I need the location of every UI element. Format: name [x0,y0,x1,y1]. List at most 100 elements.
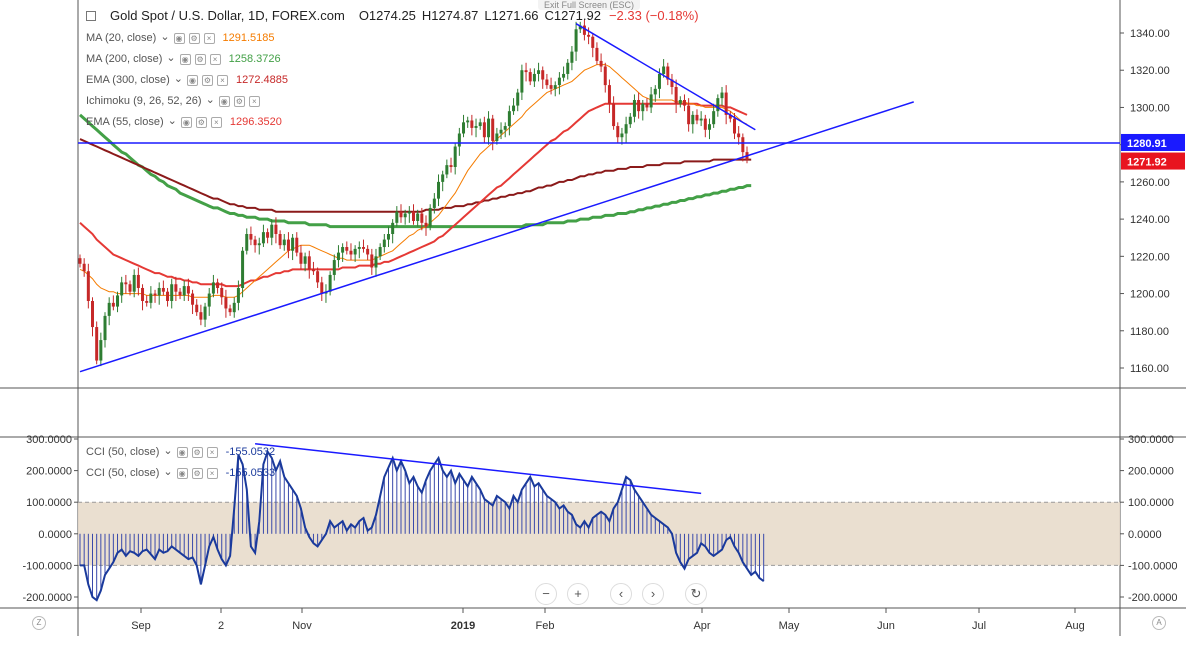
candle-body [524,70,528,73]
timezone-icon[interactable]: Z [32,616,46,630]
candle-body [303,256,307,264]
eye-icon[interactable]: ◉ [176,446,188,458]
candle-body [191,293,195,305]
candle-body [612,103,616,127]
candle-body [99,340,103,361]
chevron-down-icon[interactable]: ⌄ [173,72,183,85]
main-legend-value: 1258.3726 [228,53,281,65]
eye-icon[interactable]: ◉ [173,32,185,44]
x-tick-label: 2 [218,620,224,632]
candle-body [407,211,411,214]
symbol-title[interactable]: Gold Spot / U.S. Dollar, 1D, FOREX.com [110,8,345,23]
cci-tick-label: -200.0000 [1128,592,1178,604]
cci-tick-label: 0.0000 [1128,529,1162,541]
candle-body [228,308,232,313]
x-tick-label: Jul [972,620,986,632]
candle-body [491,118,495,141]
main-legend-row[interactable]: MA (20, close) ⌄ ◉ ⚙ × 1291.5185 [86,30,275,45]
candle-body [657,73,661,89]
close-icon[interactable]: × [248,95,260,107]
close-icon[interactable]: × [203,32,215,44]
candle-body [103,315,107,341]
support-trendline [79,101,914,373]
cci-legend-row[interactable]: CCI (50, close) ⌄ ◉ ⚙ × -155.0532 [86,444,276,459]
close-icon[interactable]: × [206,446,218,458]
cci-legend-value: -155.0532 [225,446,276,458]
candle-body [403,213,407,218]
candle-body [703,118,707,130]
candle-body [145,301,149,303]
candle-body [336,252,340,261]
scroll-right-button[interactable]: › [642,583,664,605]
price-tick-label: 1240.00 [1130,214,1170,226]
last-price-label: 1271.92 [1127,157,1167,169]
ohlc-low: L1271.66 [484,8,539,23]
candle-body [520,70,524,93]
zoom-out-button[interactable]: − [535,583,557,605]
price-tick-label: 1260.00 [1130,177,1170,189]
cci-tick-label: 300.0000 [1128,434,1174,446]
candle-body [720,92,724,99]
close-icon[interactable]: × [216,74,228,86]
gear-icon[interactable]: ⚙ [201,74,213,86]
eye-icon[interactable]: ◉ [186,74,198,86]
close-icon[interactable]: × [210,116,222,128]
chevron-down-icon[interactable]: ⌄ [163,465,173,478]
candle-body [462,122,466,134]
candle-body [353,248,357,255]
candle-body [395,211,399,223]
zoom-in-button[interactable]: + [567,583,589,605]
eye-icon[interactable]: ◉ [180,116,192,128]
candle-body [78,258,82,264]
candle-body [570,51,574,63]
last-price-badge [1121,152,1185,170]
chevron-down-icon[interactable]: ⌄ [163,444,173,457]
close-icon[interactable]: × [209,53,221,65]
candle-body [153,293,157,296]
chevron-down-icon[interactable]: ⌄ [166,51,176,64]
main-legend-row[interactable]: EMA (55, close) ⌄ ◉ ⚙ × 1296.3520 [86,114,282,129]
gear-icon[interactable]: ⚙ [191,467,203,479]
collapse-icon[interactable] [86,10,96,21]
cci-tick-label-left: 0.0000 [38,529,72,541]
eye-icon[interactable]: ◉ [176,467,188,479]
candle-body [161,287,165,292]
chevron-down-icon[interactable]: ⌄ [205,93,215,106]
chevron-down-icon[interactable]: ⌄ [160,30,170,43]
candle-body [253,239,257,246]
candle-body [678,100,682,104]
scroll-left-button[interactable]: ‹ [610,583,632,605]
candle-body [232,302,236,313]
gear-icon[interactable]: ⚙ [191,446,203,458]
cci-tick-label-left: -100.0000 [22,560,72,572]
gear-icon[interactable]: ⚙ [188,32,200,44]
gear-icon[interactable]: ⚙ [233,95,245,107]
close-icon[interactable]: × [206,467,218,479]
eye-icon[interactable]: ◉ [179,53,191,65]
price-tick-label: 1180.00 [1130,326,1169,338]
exit-fullscreen-button[interactable]: Exit Full Screen (ESC) [538,0,641,10]
ma200-line [79,113,752,229]
main-legend-row[interactable]: Ichimoku (9, 26, 52, 26) ⌄ ◉ ⚙ × [86,93,260,107]
main-legend-row[interactable]: MA (200, close) ⌄ ◉ ⚙ × 1258.3726 [86,51,281,66]
cci-legend-label: CCI (50, close) [86,446,160,458]
eye-icon[interactable]: ◉ [218,95,230,107]
gear-icon[interactable]: ⚙ [194,53,206,65]
reset-chart-button[interactable]: ↻ [685,583,707,605]
candle-body [341,247,345,253]
candle-body [178,291,182,296]
chevron-down-icon[interactable]: ⌄ [167,114,177,127]
candle-body [186,286,190,294]
cci-legend-row[interactable]: CCI (50, close) ⌄ ◉ ⚙ × -155.0533 [86,465,275,480]
auto-scale-icon[interactable]: A [1152,616,1166,630]
price-tick-label: 1160.00 [1130,363,1169,375]
candle-body [382,239,386,248]
x-tick-label: Sep [131,620,151,632]
main-legend-row[interactable]: EMA (300, close) ⌄ ◉ ⚙ × 1272.4885 [86,72,288,87]
candle-body [532,73,536,82]
candle-body [328,274,332,292]
candle-body [91,301,95,328]
gear-icon[interactable]: ⚙ [195,116,207,128]
candle-body [478,122,482,127]
